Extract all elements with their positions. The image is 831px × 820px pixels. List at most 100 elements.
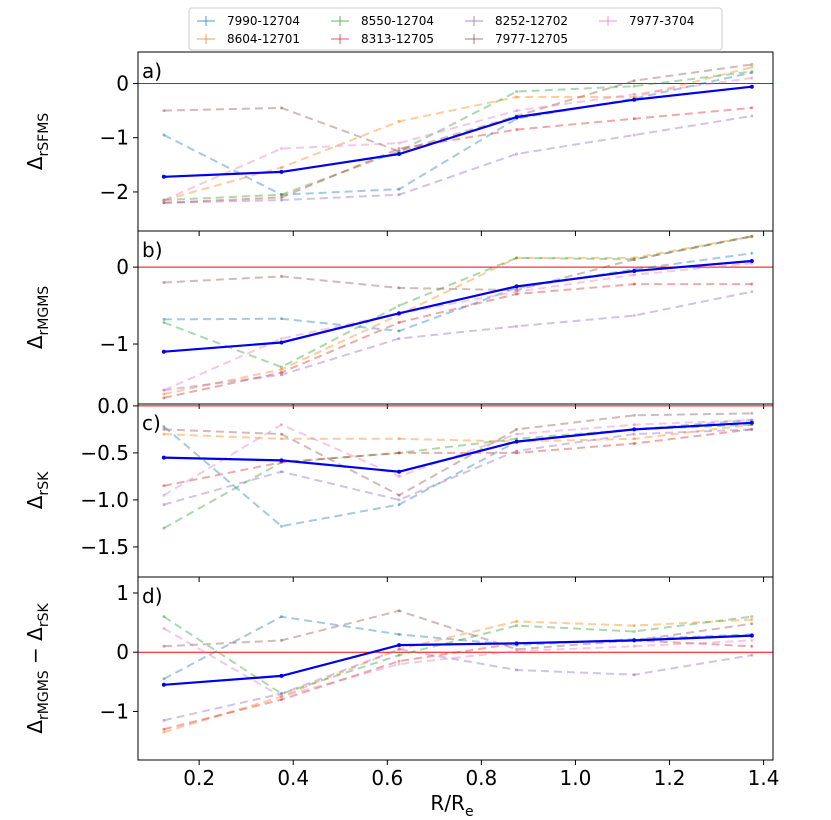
legend-label: 8252-12702: [495, 14, 568, 28]
series-line-7977-3704: [163, 419, 752, 497]
data-point: [632, 441, 636, 445]
mean-point: [397, 643, 402, 648]
data-point: [279, 638, 283, 642]
mean-point: [161, 349, 166, 354]
data-point: [632, 273, 636, 277]
x-axis-label-sub: e: [465, 804, 474, 820]
data-point: [162, 392, 166, 396]
mean-point: [632, 268, 637, 273]
mean-point: [514, 284, 519, 289]
data-point: [279, 317, 283, 321]
series-line-8550-12704: [163, 615, 752, 695]
mean-point: [279, 458, 284, 463]
x-axis-label: R/Re: [430, 791, 473, 820]
y-tick-label: −1.0: [80, 488, 129, 512]
y-axis-label-mid: − Δ: [23, 627, 47, 670]
mean-point: [749, 258, 754, 263]
legend-label: 8604-12701: [227, 32, 300, 46]
data-point: [279, 692, 283, 696]
data-point: [632, 629, 636, 633]
panel-frame: [137, 230, 774, 405]
data-point: [279, 370, 283, 374]
mean-point: [279, 340, 284, 345]
legend-entry: 7977-3704: [599, 14, 694, 28]
data-point: [279, 437, 283, 441]
panel-frame: [137, 51, 774, 232]
data-point: [632, 95, 636, 99]
data-point: [162, 503, 166, 507]
y-axis-label: ΔrMGMS − ΔrSK: [23, 603, 52, 734]
data-point: [162, 427, 166, 431]
y-axis-label-main: Δ: [23, 720, 47, 734]
y-axis-label-sub: rSK: [36, 471, 52, 496]
mean-point: [161, 455, 166, 460]
data-point: [515, 649, 519, 653]
data-point: [397, 286, 401, 290]
legend-box: [188, 7, 723, 51]
data-point: [632, 282, 636, 286]
series-line-7977-3704: [163, 262, 752, 392]
series-line-7990-12704: [163, 419, 752, 528]
series-line-7977-12705: [163, 412, 752, 497]
series-line-7990-12704: [163, 71, 753, 196]
data-point: [162, 281, 166, 285]
mean-point: [632, 97, 637, 102]
data-point: [515, 427, 519, 431]
series-line-7977-3704: [163, 77, 752, 202]
panel-plot-area: [138, 609, 773, 734]
data-point: [279, 193, 283, 197]
data-point: [515, 290, 519, 294]
panel-label: d): [142, 584, 163, 608]
data-point: [397, 662, 401, 666]
mean-point: [279, 673, 284, 678]
data-point: [397, 329, 401, 333]
x-tick-label: 0.2: [183, 766, 215, 790]
data-point: [397, 498, 401, 502]
y-axis-label-main: Δ: [23, 335, 47, 349]
data-point: [397, 474, 401, 478]
legend-entry: 8252-12702: [465, 14, 568, 28]
data-point: [515, 109, 519, 113]
data-point: [397, 149, 401, 153]
data-point: [162, 727, 166, 731]
panels-layer: 0 −1 −2 a) ΔrSFMS 0 −1 b) ΔrMGMS 0.0 −0.5 −1.0 −1.5 c…: [23, 51, 779, 790]
legend-entry: 7990-12704: [197, 14, 300, 28]
series-line-7977-12705: [163, 235, 752, 292]
data-point: [750, 76, 754, 80]
mean-point: [514, 115, 519, 120]
y-axis-label: ΔrMGMS: [23, 286, 52, 349]
data-point: [632, 117, 636, 121]
mean-point: [749, 633, 754, 638]
data-point: [515, 152, 519, 156]
y-tick-label: 0.0: [97, 394, 129, 418]
data-point: [750, 290, 754, 294]
data-point: [750, 234, 754, 238]
data-point: [279, 147, 283, 151]
data-point: [750, 65, 754, 69]
y-axis-label-main: Δ: [23, 156, 47, 170]
mean-point: [279, 169, 284, 174]
data-point: [162, 493, 166, 497]
x-axis-label-main: R/R: [430, 791, 465, 815]
data-point: [397, 149, 401, 153]
data-point: [397, 147, 401, 151]
data-point: [750, 114, 754, 118]
data-point: [279, 470, 283, 474]
data-point: [515, 647, 519, 651]
data-point: [397, 141, 401, 145]
panel-plot-area: [138, 62, 773, 205]
series-line-mean: [163, 421, 752, 473]
mean-point: [161, 174, 166, 179]
data-point: [279, 198, 283, 202]
series-line-7977-12705: [163, 63, 752, 153]
panel-2: 0 −1 b) ΔrMGMS: [23, 230, 774, 409]
data-point: [162, 730, 166, 734]
data-point: [632, 256, 636, 260]
data-point: [750, 427, 754, 431]
series-line-mean: [163, 85, 752, 178]
panel-label: a): [142, 59, 162, 83]
data-point: [632, 92, 636, 96]
data-point: [515, 619, 519, 623]
mean-point: [632, 427, 637, 432]
y-axis-label-sub: rMGMS: [36, 286, 52, 336]
